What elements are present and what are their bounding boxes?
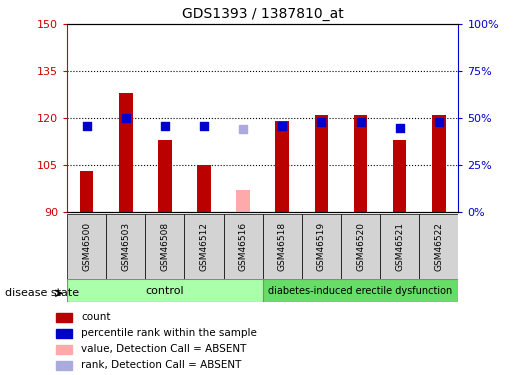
Point	[161, 123, 169, 129]
Text: count: count	[81, 312, 110, 322]
Bar	[302, 214, 341, 279]
Bar	[56, 329, 72, 338]
Text: disease state: disease state	[5, 288, 79, 298]
Bar	[106, 214, 145, 279]
Bar	[145, 214, 184, 279]
Bar	[263, 279, 458, 302]
Bar	[184, 214, 224, 279]
Text: GSM46500: GSM46500	[82, 222, 91, 271]
Text: value, Detection Call = ABSENT: value, Detection Call = ABSENT	[81, 344, 246, 354]
Bar	[315, 115, 328, 212]
Bar	[393, 140, 406, 212]
Text: GSM46520: GSM46520	[356, 222, 365, 271]
Text: GSM46508: GSM46508	[160, 222, 169, 271]
Point	[239, 126, 247, 132]
Bar	[419, 214, 458, 279]
Bar	[56, 313, 72, 322]
Bar	[224, 214, 263, 279]
Text: diabetes-induced erectile dysfunction: diabetes-induced erectile dysfunction	[268, 286, 453, 296]
Text: GSM46519: GSM46519	[317, 222, 326, 271]
Bar	[354, 115, 367, 212]
Text: GSM46516: GSM46516	[238, 222, 248, 271]
Bar	[56, 361, 72, 370]
Text: GSM46518: GSM46518	[278, 222, 287, 271]
Bar	[432, 115, 445, 212]
Bar	[67, 279, 263, 302]
Point	[82, 123, 91, 129]
Bar	[236, 190, 250, 212]
Bar	[380, 214, 419, 279]
Text: GSM46503: GSM46503	[121, 222, 130, 271]
Text: GSM46522: GSM46522	[434, 222, 443, 271]
Text: control: control	[146, 286, 184, 296]
Text: GSM46521: GSM46521	[395, 222, 404, 271]
Bar	[67, 214, 106, 279]
Bar	[197, 165, 211, 212]
Bar	[56, 345, 72, 354]
Point	[396, 124, 404, 130]
Text: GSM46512: GSM46512	[199, 222, 209, 271]
Bar	[276, 121, 289, 212]
Point	[356, 119, 365, 125]
Point	[278, 123, 286, 129]
Point	[317, 119, 325, 125]
Text: percentile rank within the sample: percentile rank within the sample	[81, 328, 257, 338]
Text: rank, Detection Call = ABSENT: rank, Detection Call = ABSENT	[81, 360, 242, 370]
Point	[200, 123, 208, 129]
Bar	[158, 140, 171, 212]
Point	[435, 119, 443, 125]
Point	[122, 115, 130, 121]
Bar	[341, 214, 380, 279]
Bar	[263, 214, 302, 279]
Title: GDS1393 / 1387810_at: GDS1393 / 1387810_at	[182, 7, 344, 21]
Bar	[119, 93, 132, 212]
Bar	[80, 171, 93, 212]
